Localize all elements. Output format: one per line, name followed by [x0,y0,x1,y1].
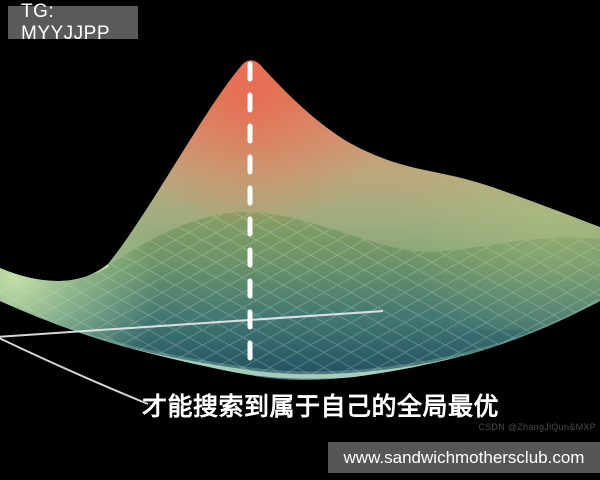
caption-text: 才能搜索到属于自己的全局最优 [142,393,500,421]
telegram-banner: TG: MYYJJPP [8,1,138,44]
website-banner-label: www.sandwichmothersclub.com [343,447,585,467]
telegram-banner-label: TG: MYYJJPP [21,0,111,44]
annotation-line-upper [0,310,384,338]
website-banner: www.sandwichmothersclub.com [328,442,600,473]
wing-highlight [0,200,230,380]
annotation-line-lower [0,337,149,405]
right-tint [380,130,600,330]
csdn-watermark: CSDN @ZhangJiQun&MXP [478,422,596,432]
